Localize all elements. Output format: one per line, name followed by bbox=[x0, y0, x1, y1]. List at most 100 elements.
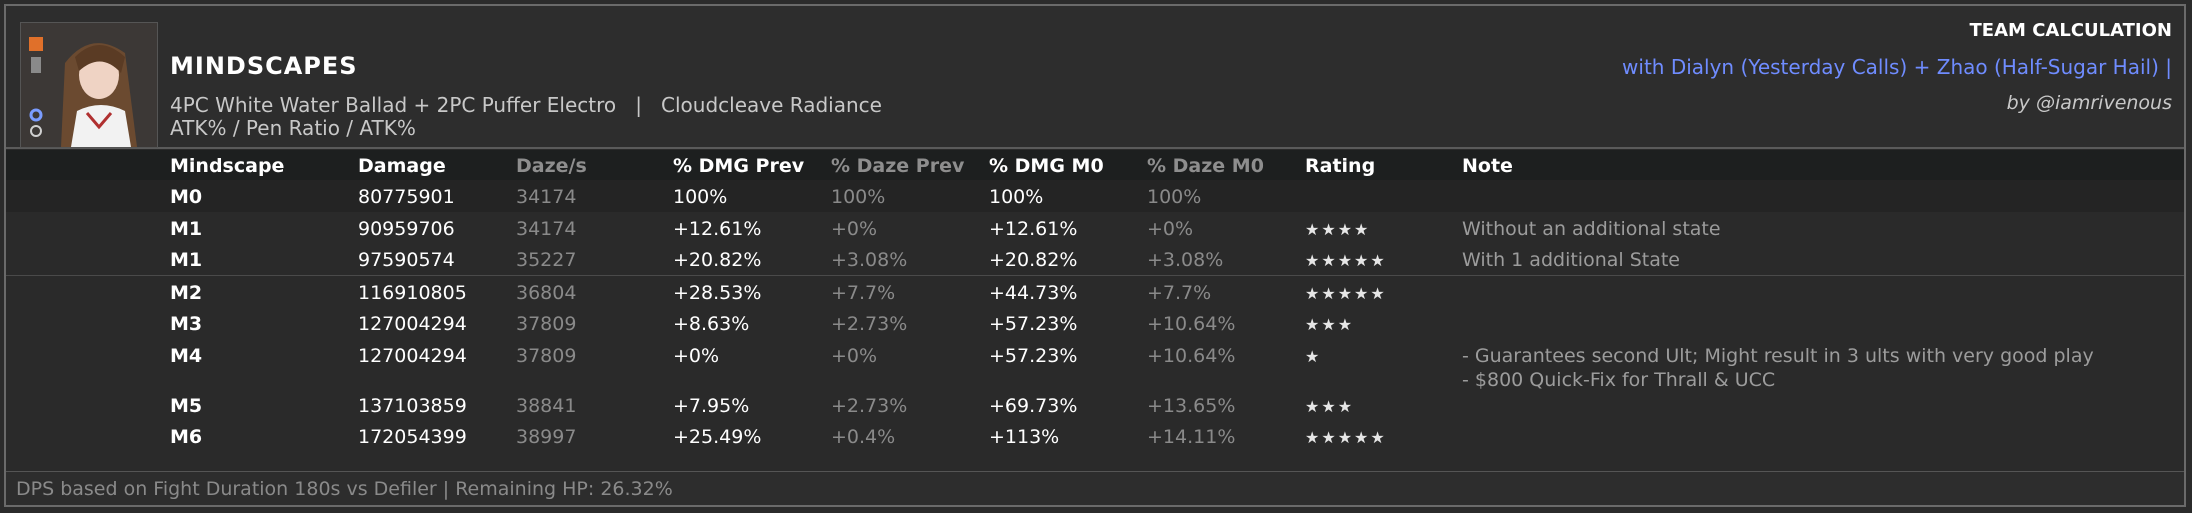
dmg-m0-cell: +12.61% bbox=[989, 217, 1078, 240]
table-row: M3 127004294 37809 +8.63% +2.73% +57.23%… bbox=[6, 307, 2184, 339]
daze-cell: 34174 bbox=[516, 217, 577, 240]
note-cell: With 1 additional State bbox=[1462, 249, 1680, 271]
table-row: M0 80775901 34174 100% 100% 100% 100% bbox=[6, 180, 2184, 212]
column-header: Note bbox=[1462, 155, 1513, 177]
dmg-prev-cell: +25.49% bbox=[673, 426, 762, 448]
dmg-prev-cell: +7.95% bbox=[673, 394, 750, 417]
dmg-prev-cell: +12.61% bbox=[673, 217, 762, 240]
build-line: 4PC White Water Ballad + 2PC Puffer Elec… bbox=[170, 93, 882, 117]
daze-m0-cell: +3.08% bbox=[1147, 249, 1224, 271]
rating-cell: ★★★ bbox=[1305, 315, 1355, 334]
mindscape-cell: M3 bbox=[170, 313, 203, 335]
mindscape-cell: M6 bbox=[170, 426, 203, 448]
daze-prev-cell: 100% bbox=[831, 186, 886, 208]
daze-m0-cell: 100% bbox=[1147, 186, 1202, 208]
disk-icon bbox=[29, 37, 43, 51]
daze-m0-cell: +10.64% bbox=[1147, 313, 1236, 335]
column-header: % Daze Prev bbox=[831, 155, 965, 177]
team-composition: with Dialyn (Yesterday Calls) + Zhao (Ha… bbox=[1622, 55, 2172, 79]
daze-prev-cell: +0% bbox=[831, 344, 878, 367]
dmg-m0-cell: +57.23% bbox=[989, 344, 1078, 367]
mindscape-panel: MINDSCAPES 4PC White Water Ballad + 2PC … bbox=[4, 4, 2186, 507]
damage-cell: 127004294 bbox=[358, 313, 467, 335]
note-cell: Without an additional state bbox=[1462, 217, 1721, 240]
mindscape-cell: M1 bbox=[170, 249, 203, 271]
daze-cell: 38997 bbox=[516, 426, 577, 448]
column-header: Daze/s bbox=[516, 155, 587, 177]
damage-cell: 137103859 bbox=[358, 394, 467, 417]
mindscape-cell: M2 bbox=[170, 281, 203, 304]
table-row: M2 116910805 36804 +28.53% +7.7% +44.73%… bbox=[6, 274, 2184, 308]
dmg-prev-cell: +0% bbox=[673, 344, 720, 367]
panel-header: MINDSCAPES 4PC White Water Ballad + 2PC … bbox=[6, 6, 2184, 149]
table-row: M5 137103859 38841 +7.95% +2.73% +69.73%… bbox=[6, 389, 2184, 421]
mindscape-cell: M0 bbox=[170, 186, 203, 208]
daze-prev-cell: +7.7% bbox=[831, 281, 896, 304]
column-header: Rating bbox=[1305, 155, 1376, 177]
table-header-row: Mindscape Damage Daze/s % DMG Prev % Daz… bbox=[6, 150, 2184, 180]
daze-cell: 37809 bbox=[516, 344, 577, 367]
dmg-prev-cell: +20.82% bbox=[673, 249, 762, 271]
footer-bar: DPS based on Fight Duration 180s vs Defi… bbox=[6, 471, 2184, 505]
daze-cell: 34174 bbox=[516, 186, 577, 208]
daze-prev-cell: +3.08% bbox=[831, 249, 908, 271]
rating-cell: ★★★ bbox=[1305, 396, 1355, 416]
damage-cell: 127004294 bbox=[358, 344, 467, 367]
daze-cell: 36804 bbox=[516, 281, 577, 304]
note-cell: - Guarantees second Ult; Might result in… bbox=[1462, 344, 2094, 367]
rating-cell: ★★★★ bbox=[1305, 219, 1371, 239]
daze-m0-cell: +0% bbox=[1147, 217, 1194, 240]
daze-prev-cell: +2.73% bbox=[831, 394, 908, 417]
stats-line: ATK% / Pen Ratio / ATK% bbox=[170, 116, 416, 140]
daze-prev-cell: +0.4% bbox=[831, 426, 896, 448]
page-title: MINDSCAPES bbox=[170, 52, 358, 80]
daze-m0-cell: +10.64% bbox=[1147, 344, 1236, 367]
column-header: Damage bbox=[358, 155, 446, 177]
daze-m0-cell: +14.11% bbox=[1147, 426, 1236, 448]
daze-cell: 35227 bbox=[516, 249, 577, 271]
mindscape-table: Mindscape Damage Daze/s % DMG Prev % Daz… bbox=[6, 150, 2184, 452]
mindscape-cell: M4 bbox=[170, 344, 203, 367]
table-row: M1 97590574 35227 +20.82% +3.08% +20.82%… bbox=[6, 243, 2184, 275]
table-row: M6 172054399 38997 +25.49% +0.4% +113% +… bbox=[6, 420, 2184, 452]
battery-icon bbox=[31, 57, 41, 73]
column-header: % Daze M0 bbox=[1147, 155, 1264, 177]
dmg-m0-cell: +20.82% bbox=[989, 249, 1078, 271]
table-row: M1 90959706 34174 +12.61% +0% +12.61% +0… bbox=[6, 212, 2184, 244]
dmg-m0-cell: +113% bbox=[989, 426, 1060, 448]
damage-cell: 80775901 bbox=[358, 186, 455, 208]
dmg-m0-cell: +57.23% bbox=[989, 313, 1078, 335]
note-cell-line-2: - $800 Quick-Fix for Thrall & UCC bbox=[1462, 368, 1776, 391]
damage-cell: 90959706 bbox=[358, 217, 455, 240]
footer-note: DPS based on Fight Duration 180s vs Defi… bbox=[16, 478, 673, 500]
rating-cell: ★ bbox=[1305, 346, 1322, 366]
mindscape-cell: M1 bbox=[170, 217, 203, 240]
dmg-m0-cell: +44.73% bbox=[989, 281, 1078, 304]
damage-cell: 172054399 bbox=[358, 426, 467, 448]
damage-cell: 97590574 bbox=[358, 249, 455, 271]
column-header: Mindscape bbox=[170, 155, 285, 177]
column-header: % DMG Prev bbox=[673, 155, 805, 177]
dmg-prev-cell: +28.53% bbox=[673, 281, 762, 304]
mindscape-cell: M5 bbox=[170, 394, 203, 417]
table-row: M4 127004294 37809 +0% +0% +57.23% +10.6… bbox=[6, 339, 2184, 391]
character-portrait bbox=[20, 22, 158, 148]
dmg-prev-cell: 100% bbox=[673, 186, 728, 208]
rating-cell: ★★★★★ bbox=[1305, 428, 1387, 447]
rating-cell: ★★★★★ bbox=[1305, 251, 1387, 270]
dmg-m0-cell: +69.73% bbox=[989, 394, 1078, 417]
author-credit: by @iamrivenous bbox=[2006, 92, 2172, 114]
dmg-prev-cell: +8.63% bbox=[673, 313, 750, 335]
engine-icon bbox=[30, 125, 42, 137]
daze-cell: 38841 bbox=[516, 394, 577, 417]
daze-prev-cell: +2.73% bbox=[831, 313, 908, 335]
column-header: % DMG M0 bbox=[989, 155, 1104, 177]
dmg-m0-cell: 100% bbox=[989, 186, 1044, 208]
team-calculation-title: TEAM CALCULATION bbox=[1969, 20, 2172, 41]
damage-cell: 116910805 bbox=[358, 281, 467, 304]
daze-m0-cell: +13.65% bbox=[1147, 394, 1236, 417]
daze-cell: 37809 bbox=[516, 313, 577, 335]
gear-icon bbox=[29, 108, 43, 122]
daze-prev-cell: +0% bbox=[831, 217, 878, 240]
daze-m0-cell: +7.7% bbox=[1147, 281, 1212, 304]
